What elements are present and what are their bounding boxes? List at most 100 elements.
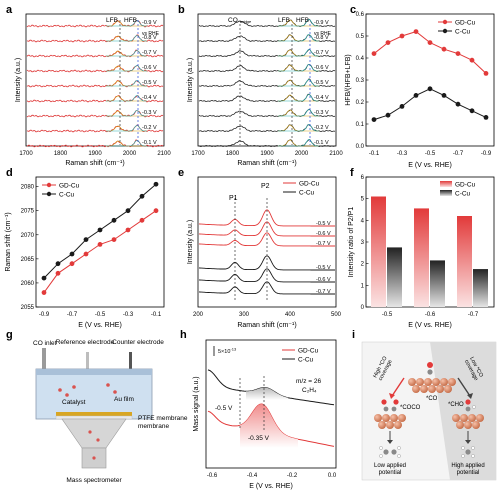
data-point: [371, 51, 377, 56]
potential-label: -0.2 V: [142, 125, 157, 131]
data-point: [385, 112, 391, 118]
hfb-fit: [106, 65, 147, 72]
y-tick-label: 0.5: [356, 34, 365, 40]
reference-electrode: [86, 352, 89, 378]
lfb-fit: [278, 139, 319, 147]
legend-c-cu: C-Cu: [299, 190, 315, 197]
hfb-label: HFB: [296, 17, 309, 24]
y-tick-label: 0.4: [356, 56, 365, 62]
y-axis-label: Mass signal (a.u.): [193, 376, 200, 431]
y-axis-label: HFB/(HFB+LFB): [345, 54, 352, 106]
spectrum-trace: [26, 64, 164, 73]
series-line: [373, 88, 487, 121]
legend: GD-Cu C-Cu: [42, 183, 80, 199]
panel-d: d 2055 2060 2065 2070 2075 2080 -0.9 -0.7 -0.…: [5, 167, 165, 329]
y-tick-label: 3: [361, 240, 365, 246]
hfb-fit: [106, 50, 147, 57]
lfb-fit: [278, 109, 319, 117]
ptfe-label: PTFE membrane: [138, 415, 188, 422]
y-ticks: 0.0 0.1 0.2 0.3 0.4 0.5 0.6: [356, 12, 369, 150]
data-point: [83, 251, 89, 257]
high-potential-label: High applied potential: [451, 463, 484, 476]
y-tick-label: 0.6: [356, 12, 365, 18]
y-tick-label: 0.3: [356, 78, 365, 84]
spectrum-trace: [198, 268, 335, 283]
potential-label: -0.4 V: [314, 95, 329, 101]
data-point: [55, 270, 61, 276]
lfb-fit: [106, 65, 147, 72]
svg-text:-0.7: -0.7: [468, 312, 479, 318]
data-point: [97, 242, 103, 247]
spectrum-trace: [26, 109, 164, 118]
data-point: [441, 93, 447, 98]
data-point: [111, 217, 117, 223]
svg-text:1700: 1700: [191, 151, 205, 157]
bar: [430, 260, 445, 307]
panel-b: b CO bridge LFB HFB -0.9 V-0.8 V-0.7 V-0…: [178, 4, 343, 167]
lfb-fit: [106, 80, 147, 87]
hfb-fit: [278, 34, 319, 42]
x-axis-label: E (V vs. RHE): [408, 162, 452, 169]
hfb-fit: [106, 80, 147, 87]
panel-h: h -0.5 V -0.35 V 5×10-13 GD-Cu C-Cu m/z …: [180, 329, 337, 490]
legend-gd-cu: GD-Cu: [59, 183, 80, 190]
potential-label: -0.8 V: [314, 35, 329, 41]
y-tick-label: 0: [361, 305, 365, 311]
x-axis-label: Raman shift (cm⁻¹): [237, 322, 296, 329]
potential-label: -0.6 V: [316, 277, 331, 283]
svg-text:2100: 2100: [329, 151, 343, 157]
reference-label: vs RHE: [314, 31, 332, 37]
data-point: [413, 29, 419, 34]
y-tick-label: 0.0: [356, 144, 365, 150]
co-label: CO: [228, 17, 238, 24]
potential-label: -0.2 V: [314, 125, 329, 131]
legend-c-cu: C-Cu: [59, 192, 75, 199]
svg-text:-0.7: -0.7: [67, 312, 78, 318]
svg-text:2000: 2000: [295, 151, 309, 157]
co-label: *CO: [426, 396, 438, 402]
data-point: [455, 101, 461, 107]
spectrum-trace: [198, 281, 335, 295]
data-point: [469, 57, 475, 63]
y-tick-label: 2055: [21, 305, 35, 311]
spectrum-trace: [26, 20, 164, 28]
vacuum-funnel: [61, 418, 127, 449]
co-inlet-tube: [42, 348, 46, 370]
hfb-fit: [278, 19, 319, 27]
hfb-fit: [278, 79, 319, 87]
x-axis-label: E (V vs. RHE): [249, 483, 293, 490]
potential-label: -0.9 V: [142, 20, 157, 26]
x-ticks: -0.5 -0.6 -0.7: [382, 312, 479, 318]
hfb-fit: [106, 95, 147, 102]
counter-electrode-label: Counter electrode: [112, 339, 164, 346]
y-tick-label: 2075: [21, 209, 35, 215]
ptfe-membrane: [55, 415, 133, 420]
y-axis-label: Intensity ratio of P2/P1: [348, 207, 355, 278]
y-axis-label: Raman shift (cm⁻¹): [5, 212, 12, 271]
lfb-label: LFB: [106, 17, 118, 24]
x-axis-label: Raman shift (cm⁻¹): [65, 160, 124, 167]
legend-gd-cu: GD-Cu: [299, 181, 320, 188]
panel-a: a LFB HFB -0.9 V -0.8 V -0.7 V -0.6 V -0.5 V…: [6, 4, 171, 167]
spectra-traces: [198, 18, 336, 148]
gd-cu-trace: [207, 403, 335, 447]
hfb-fit: [106, 110, 147, 117]
data-point: [139, 217, 145, 223]
data-point: [97, 227, 103, 233]
potential-label: -0.1 V: [314, 140, 329, 146]
potential-label: -0.8 V: [142, 35, 157, 41]
legend: GD-Cu C-Cu: [282, 348, 319, 364]
potential-label: -0.7 V: [142, 50, 157, 56]
svg-text:-0.7: -0.7: [453, 151, 464, 157]
svg-text:1800: 1800: [54, 151, 68, 157]
y-ticks: 2055 2060 2065 2070 2075 2080: [21, 185, 39, 311]
potential-labels: -0.9 V -0.8 V -0.7 V -0.6 V -0.5 V -0.4 V -0.3…: [142, 20, 157, 146]
lfb-fit: [278, 64, 319, 72]
hfb-label: HFB: [124, 17, 137, 24]
panel-letter: a: [6, 4, 13, 16]
bar: [371, 196, 386, 307]
svg-text:200: 200: [193, 312, 204, 318]
data-point: [455, 51, 461, 56]
panel-c: c 0.0 0.1 0.2 0.3 0.4 0.5 0.6 -0.1 -0.3 -0.5 -…: [345, 4, 495, 169]
data-point: [371, 117, 377, 122]
